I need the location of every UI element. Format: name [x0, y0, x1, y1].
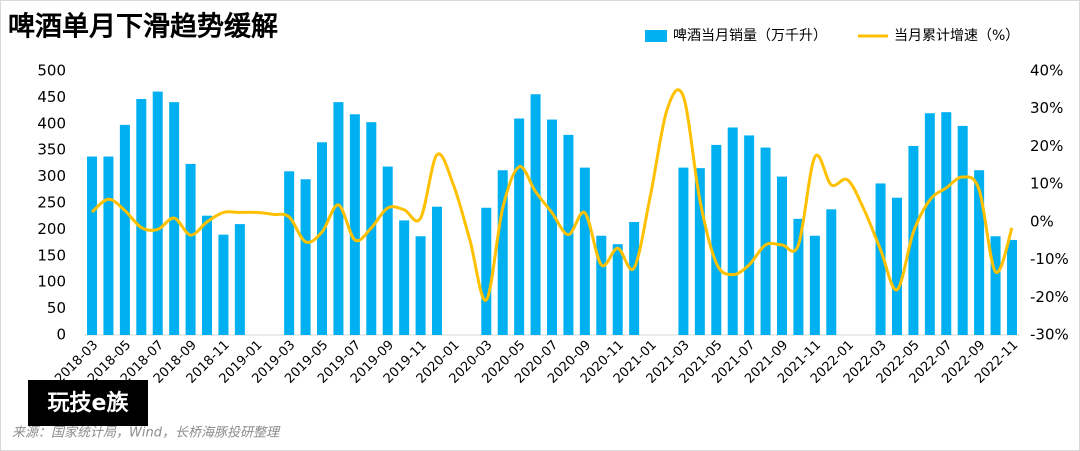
- watermark-box: [28, 380, 148, 426]
- source: 来源：国家统计局，Wind，长桥海豚投研整理: [12, 425, 281, 441]
- bar: [103, 156, 114, 335]
- bar: [284, 171, 295, 335]
- bar: [694, 168, 705, 335]
- bar: [809, 235, 820, 335]
- bar: [908, 145, 919, 335]
- bar: [218, 234, 229, 335]
- bar: [432, 206, 443, 335]
- bar: [185, 163, 196, 335]
- bar: [333, 102, 344, 335]
- bar: [760, 147, 771, 335]
- bar: [974, 170, 985, 335]
- bar: [957, 125, 968, 335]
- y-tick-label: 350: [37, 141, 66, 159]
- bar: [202, 215, 213, 335]
- bar: [382, 166, 393, 335]
- bar: [87, 156, 98, 335]
- y2-tick-label: -20%: [1030, 288, 1069, 306]
- y-tick-label: 150: [37, 246, 66, 264]
- bar: [1006, 239, 1017, 335]
- legend-swatch: [645, 30, 667, 42]
- bar: [136, 98, 147, 335]
- bar: [744, 135, 755, 335]
- y2-tick-label: -10%: [1030, 250, 1069, 268]
- y-tick-label: 300: [37, 167, 66, 185]
- y-tick-label: 50: [47, 299, 66, 317]
- bar: [579, 167, 590, 335]
- bar: [629, 222, 640, 335]
- y2-tick-label: 30%: [1030, 99, 1063, 117]
- y-tick-label: 450: [37, 88, 66, 106]
- y2-tick-label: 40%: [1030, 62, 1063, 80]
- bar: [596, 235, 607, 335]
- bar: [612, 244, 623, 335]
- bar: [793, 218, 804, 335]
- bar: [727, 127, 738, 335]
- line: [91, 88, 1014, 302]
- bar: [547, 119, 557, 336]
- y-tick-label: 250: [37, 194, 66, 212]
- bar: [891, 197, 902, 335]
- y-tick-label: 200: [37, 220, 66, 238]
- legend-label: 啤酒当月销量（万千升）: [673, 28, 827, 44]
- bar: [234, 224, 245, 335]
- y2-tick-label: 20%: [1030, 137, 1063, 155]
- y2-tick-label: 0%: [1030, 212, 1054, 230]
- y-tick-label: 400: [37, 114, 66, 132]
- bar: [875, 183, 886, 335]
- bar: [924, 113, 935, 336]
- bar: [826, 209, 837, 335]
- bar: [776, 176, 787, 335]
- y2-tick-label: -30%: [1030, 326, 1069, 344]
- y-tick-label: 500: [37, 62, 66, 80]
- y-tick-label: 0: [56, 326, 66, 344]
- bar: [349, 114, 360, 336]
- bar: [481, 207, 492, 335]
- watermark: 玩技e族: [48, 390, 130, 416]
- y2-tick-label: 10%: [1030, 175, 1063, 193]
- bar: [711, 144, 722, 335]
- bar: [399, 220, 410, 335]
- bar: [678, 167, 689, 335]
- bar: [152, 91, 163, 335]
- bar: [990, 236, 1001, 335]
- bar: [415, 236, 426, 335]
- bar: [530, 94, 541, 336]
- bar: [300, 179, 311, 335]
- bar: [317, 142, 328, 335]
- y-tick-label: 100: [37, 273, 66, 291]
- chart-title: 啤酒单月下滑趋势缓解: [8, 12, 278, 43]
- legend-label: 当月累计增速（%）: [894, 28, 1019, 44]
- bar: [497, 170, 508, 335]
- bar: [514, 118, 525, 336]
- bar: [119, 124, 130, 335]
- bar: [941, 112, 952, 336]
